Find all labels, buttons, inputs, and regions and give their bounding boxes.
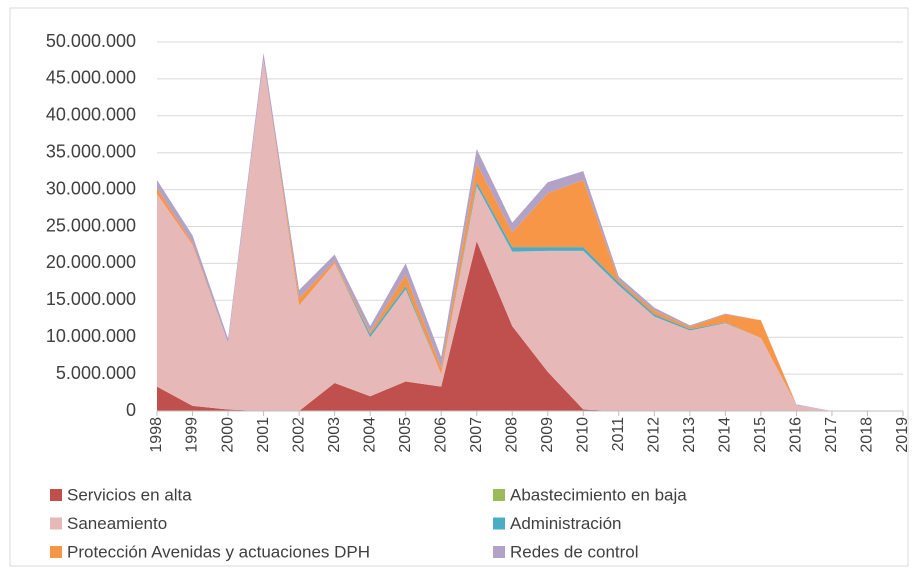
y-tick-label: 10.000.000	[46, 326, 136, 346]
legend-swatch	[493, 489, 505, 501]
x-tick-label: 2004	[361, 417, 378, 453]
y-tick-label: 0	[126, 400, 136, 420]
x-tick-label: 2018	[859, 417, 876, 453]
legend-label: Abastecimiento en baja	[510, 485, 687, 504]
y-tick-label: 50.000.000	[46, 31, 136, 51]
x-tick-label: 2010	[575, 417, 592, 453]
x-tick-label: 2000	[219, 417, 236, 453]
y-tick-label: 35.000.000	[46, 141, 136, 161]
legend-swatch	[493, 517, 505, 530]
y-tick-label: 15.000.000	[46, 289, 136, 309]
x-tick-label: 2003	[326, 417, 343, 453]
legend-label: Protección Avenidas y actuaciones DPH	[67, 542, 370, 561]
area	[157, 60, 903, 411]
y-tick-label: 45.000.000	[46, 68, 136, 88]
legend-label: Administración	[510, 514, 622, 533]
x-tick-label: 2002	[290, 417, 307, 453]
x-tick-label: 1998	[148, 417, 165, 453]
y-tick-label: 20.000.000	[46, 252, 136, 272]
x-tick-label: 2017	[823, 417, 840, 453]
y-tick-label: 25.000.000	[46, 215, 136, 235]
legend-swatch	[50, 517, 62, 530]
x-tick-label: 2007	[468, 417, 485, 453]
x-tick-label: 2001	[255, 417, 272, 453]
legend-swatch	[50, 546, 62, 558]
x-tick-label: 1999	[184, 417, 201, 453]
x-tick-label: 2016	[788, 417, 805, 453]
legend-label: Redes de control	[510, 542, 639, 561]
x-tick-label: 2008	[503, 417, 520, 453]
y-tick-label: 40.000.000	[46, 105, 136, 125]
y-tick-label: 30.000.000	[46, 178, 136, 198]
area	[157, 241, 903, 411]
legend-label: Servicios en alta	[67, 485, 192, 504]
legend-swatch	[50, 489, 62, 501]
x-tick-label: 2015	[752, 417, 769, 453]
x-tick-label: 2006	[432, 417, 449, 453]
x-tick-label: 2005	[397, 417, 414, 453]
x-tick-label: 2013	[681, 417, 698, 453]
x-tick-label: 2012	[646, 417, 663, 453]
legend-swatch	[493, 546, 505, 558]
x-tick-label: 2019	[894, 417, 911, 453]
legend-label: Saneamiento	[67, 514, 167, 533]
y-tick-label: 5.000.000	[56, 363, 136, 383]
x-tick-label: 2014	[717, 417, 734, 453]
x-tick-label: 2009	[539, 417, 556, 453]
x-tick-label: 2011	[610, 417, 627, 452]
area	[157, 60, 903, 411]
